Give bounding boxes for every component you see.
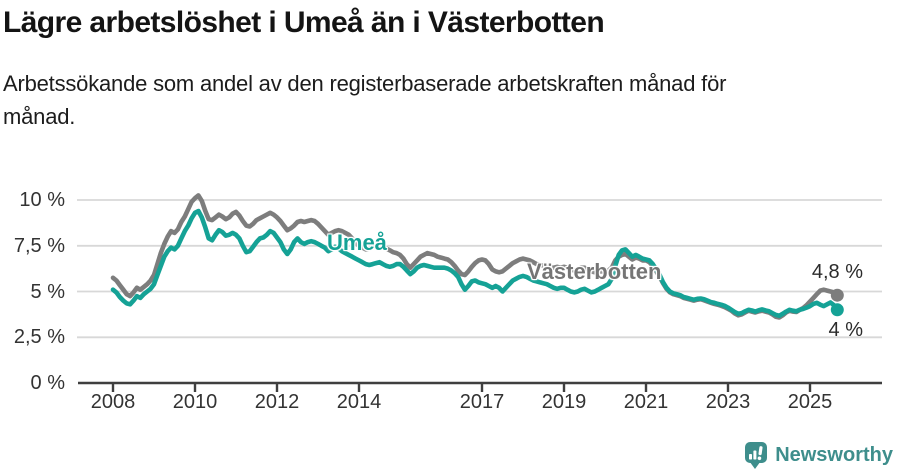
x-tick-label: 2019 xyxy=(541,391,587,413)
series-label-vasterbotten: Västerbotten xyxy=(527,259,662,284)
y-tick-label: 2,5 % xyxy=(13,326,65,349)
x-tick-label: 2012 xyxy=(254,391,300,413)
x-tick-label: 2025 xyxy=(787,391,833,413)
series-end-dot-vasterbotten xyxy=(830,288,844,302)
x-tick-label: 2010 xyxy=(172,391,218,413)
x-tick-label: 2014 xyxy=(336,391,382,413)
subtitle-line-2: månad. xyxy=(3,104,76,129)
y-tick-label: 5 % xyxy=(30,280,65,303)
series-line-umea xyxy=(110,208,840,319)
x-tick-label: 2021 xyxy=(623,391,669,413)
end-value-vasterbotten: 4,8 % xyxy=(811,261,863,283)
subtitle-line-1: Arbetssökande som andel av den registerb… xyxy=(3,71,727,96)
x-tick-label: 2008 xyxy=(90,391,136,413)
newsworthy-logo[interactable]: Newsworthy xyxy=(744,441,893,469)
page-title: Lägre arbetslöshet i Umeå än i Västerbot… xyxy=(3,6,605,39)
x-tick-label: 2023 xyxy=(705,391,751,413)
series-line-vasterbotten xyxy=(110,193,840,320)
chart-header: Lägre arbetslöshet i Umeå än i Västerbot… xyxy=(3,6,893,133)
newsworthy-bubble-chart-icon xyxy=(744,441,768,469)
y-tick-label: 10 % xyxy=(19,189,65,211)
series-label-umea: Umeå xyxy=(327,230,387,255)
chart-subtitle: Arbetssökande som andel av den registerb… xyxy=(3,67,893,133)
y-tick-label: 0 % xyxy=(30,372,65,394)
x-tick-label: 2017 xyxy=(459,391,505,413)
series-end-dot-umea xyxy=(830,303,844,317)
end-value-umea: 4 % xyxy=(828,319,863,341)
y-tick-label: 7,5 % xyxy=(13,234,65,257)
brand-name: Newsworthy xyxy=(775,443,893,466)
